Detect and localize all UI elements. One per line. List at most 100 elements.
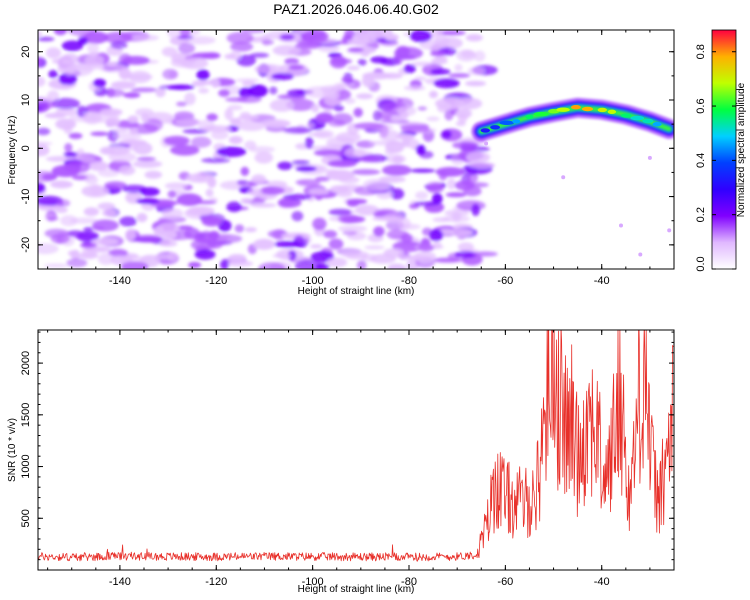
noise-blob <box>51 58 73 65</box>
noise-blob <box>72 175 89 181</box>
noise-blob <box>432 193 443 205</box>
noise-blob <box>88 161 109 171</box>
ridge-hotspot <box>621 113 632 118</box>
noise-blob <box>180 57 209 70</box>
noise-blob <box>66 258 88 268</box>
noise-blob <box>67 30 96 37</box>
noise-blob <box>390 115 403 122</box>
noise-blob <box>92 219 119 232</box>
noise-blob <box>353 107 363 118</box>
noise-blob <box>191 52 221 59</box>
y-tick-label: -20 <box>20 237 32 253</box>
noise-blob <box>152 254 173 259</box>
noise-blob <box>327 257 348 268</box>
noise-blob <box>97 202 116 210</box>
noise-blob <box>42 173 58 181</box>
noise-blob <box>454 180 475 191</box>
noise-blob <box>310 244 323 249</box>
ridge-hotspot <box>499 120 515 126</box>
noise-blob <box>237 95 262 103</box>
noise-blob <box>229 117 242 126</box>
noise-blob <box>337 214 360 224</box>
noise-blob <box>241 80 256 87</box>
noise-blob <box>140 112 150 123</box>
noise-blob <box>80 242 97 249</box>
noise-blob <box>468 162 495 169</box>
noise-blob <box>333 105 344 112</box>
x-tick-label: -100 <box>302 576 324 588</box>
noise-blob <box>311 103 320 113</box>
noise-blob <box>384 33 399 41</box>
noise-blob <box>110 81 136 89</box>
noise-blob <box>357 58 367 66</box>
noise-blob <box>467 66 485 76</box>
noise-blob <box>81 246 98 257</box>
noise-blob <box>347 47 364 52</box>
noise-blob <box>38 141 53 146</box>
noise-blob <box>177 35 194 40</box>
noise-blob <box>201 125 232 133</box>
stray-dot <box>484 141 489 146</box>
noise-blob <box>403 64 416 74</box>
noise-blob <box>417 106 427 111</box>
noise-blob <box>286 89 307 97</box>
noise-blob <box>355 204 379 216</box>
noise-blob <box>176 193 203 206</box>
noise-blob <box>163 135 190 146</box>
noise-blob <box>432 217 451 223</box>
noise-blob <box>361 253 378 262</box>
noise-blob <box>44 263 69 268</box>
noise-field <box>38 30 498 269</box>
noise-blob <box>288 64 305 70</box>
noise-blob <box>465 34 483 42</box>
noise-blob <box>266 180 288 188</box>
noise-blob <box>395 45 410 58</box>
noise-blob <box>346 65 360 71</box>
noise-blob <box>293 235 305 248</box>
noise-blob <box>238 115 259 121</box>
noise-blob <box>244 227 257 233</box>
noise-blob <box>93 78 107 88</box>
stray-dot <box>647 155 652 160</box>
y-tick-label: 500 <box>20 509 32 527</box>
noise-blob <box>456 200 486 212</box>
spectrogram-y-axis: 20 10 0 -10 -20 <box>20 46 674 270</box>
noise-blob <box>235 78 260 83</box>
noise-blob <box>158 216 187 224</box>
noise-blob <box>103 31 133 44</box>
noise-blob <box>236 54 256 67</box>
stray-dot <box>638 252 643 257</box>
noise-blob <box>258 262 286 269</box>
noise-blob <box>471 203 480 216</box>
noise-blob <box>122 184 147 194</box>
noise-blob <box>397 105 417 117</box>
noise-blob <box>174 118 202 126</box>
noise-blob <box>354 30 377 37</box>
x-tick-label: -100 <box>302 275 324 287</box>
noise-blob <box>226 31 254 45</box>
ridge-hotspot <box>607 109 617 115</box>
noise-blob <box>305 136 314 149</box>
noise-blob <box>351 169 381 175</box>
spectrogram-x-label: Height of straight line (km) <box>298 286 415 297</box>
snr-y-axis: 500 1000 1500 2000 <box>20 331 674 571</box>
noise-blob <box>38 243 59 255</box>
noise-blob <box>55 108 77 116</box>
noise-blob <box>465 151 491 163</box>
noise-blob <box>354 122 384 130</box>
noise-blob <box>187 206 215 216</box>
signal-ridge <box>471 97 674 257</box>
chart-title: PAZ1.2026.046.06.40.G02 <box>273 1 439 17</box>
noise-blob <box>220 259 229 269</box>
noise-blob <box>144 170 163 179</box>
noise-blob <box>91 238 119 246</box>
noise-blob <box>218 89 230 97</box>
noise-blob <box>38 76 46 87</box>
noise-blob <box>136 198 160 205</box>
noise-blob <box>284 58 300 65</box>
y-tick-label: 1000 <box>20 454 32 478</box>
noise-blob <box>133 142 153 155</box>
noise-blob <box>236 180 249 185</box>
noise-blob <box>101 209 117 217</box>
noise-blob <box>286 98 315 112</box>
